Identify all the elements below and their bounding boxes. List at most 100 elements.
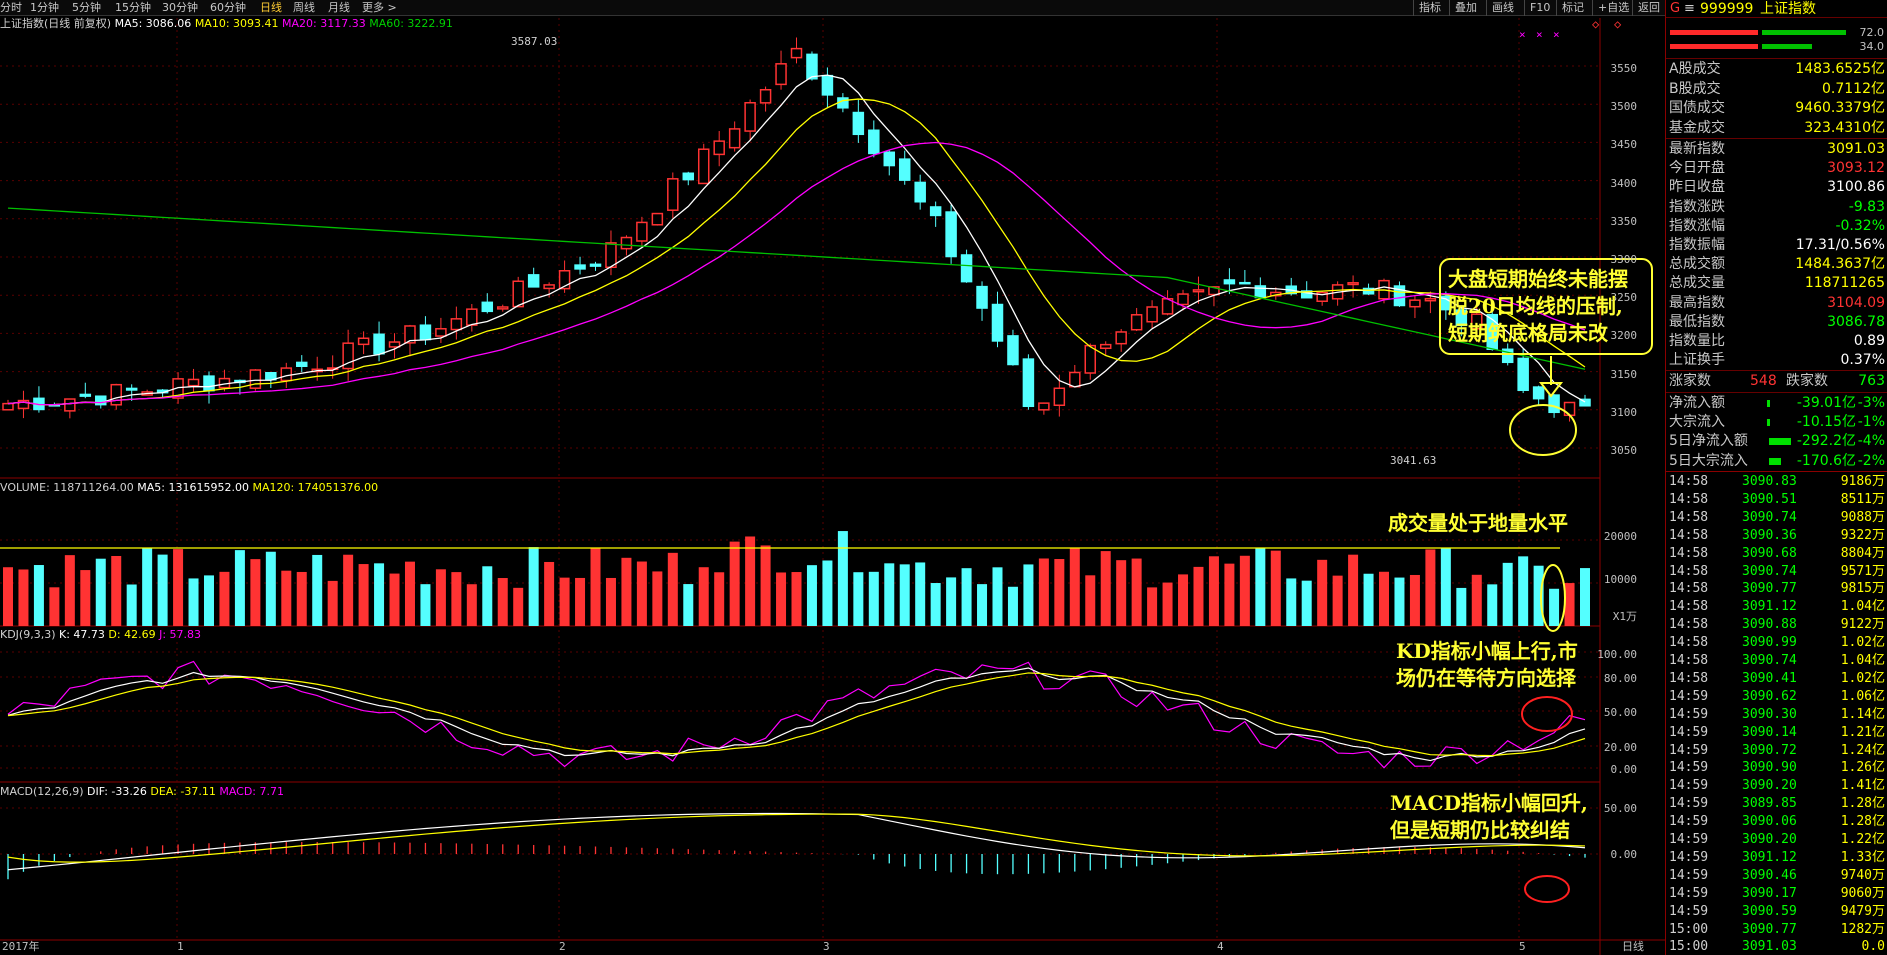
tick-row[interactable]: 14:58 3091.12 1.04亿 [1666, 598, 1887, 616]
fund-flow-bar [1769, 438, 1791, 446]
tick-price: 3090.06 [1742, 814, 1797, 830]
tick-row[interactable]: 14:58 3090.74 1.04亿 [1666, 652, 1887, 670]
kdj-d-line [7, 672, 1586, 757]
volume-bar-down [868, 571, 879, 626]
tick-row[interactable]: 14:58 3090.88 9122万 [1666, 616, 1887, 634]
timeframe-tab[interactable]: 15分钟 [115, 1, 151, 14]
overlay-button[interactable]: 叠加 [1449, 0, 1482, 16]
tick-row[interactable]: 14:59 3090.20 1.41亿 [1666, 777, 1887, 795]
tick-price: 3090.17 [1742, 885, 1797, 901]
quote-row-label: 指数量比 [1669, 333, 1725, 349]
tick-row[interactable]: 14:58 3090.74 9088万 [1666, 509, 1887, 527]
kdj-tick: 80.00 [1604, 672, 1637, 685]
quote-row-value: 118711265 [1804, 275, 1885, 292]
candle-up [249, 369, 262, 389]
tick-row[interactable]: 15:00 3090.77 1282万 [1666, 921, 1887, 939]
tick-price: 3090.59 [1742, 903, 1797, 919]
f10-button[interactable]: F10 [1524, 0, 1555, 16]
volume-bar-down [95, 558, 106, 626]
candle-up [1347, 282, 1359, 286]
timeframe-tab[interactable]: 月线 [328, 1, 350, 14]
tick-row[interactable]: 14:59 3089.85 1.28亿 [1666, 795, 1887, 813]
candle-up [450, 318, 463, 331]
timeframe-tab[interactable]: 30分钟 [162, 1, 198, 14]
quote-row: 国债成交 9460.3379亿 [1666, 99, 1887, 118]
tick-volume: 1.21亿 [1840, 724, 1885, 740]
back-button[interactable]: 返回 [1632, 0, 1665, 16]
tick-row[interactable]: 14:59 3090.62 1.06亿 [1666, 688, 1887, 706]
volume-bar-down [1456, 587, 1467, 626]
timeframe-tab[interactable]: 60分钟 [210, 1, 246, 14]
stock-chart[interactable]: × × ×◇ ◇ 3587.03 3041.63 3550 3500 3450 340… [0, 0, 1665, 955]
mark-button[interactable]: 标记 [1556, 0, 1589, 16]
volume-bar-down [1487, 584, 1498, 626]
kdj-legend: KDJ(9,3,3) K: 47.73 D: 42.69 J: 57.83 [0, 628, 201, 642]
timeframe-tab[interactable]: 周线 [293, 1, 315, 14]
tick-volume: 1.14亿 [1840, 706, 1885, 722]
tick-row[interactable]: 14:59 3090.59 9479万 [1666, 903, 1887, 921]
draw-line-button[interactable]: 画线 [1486, 0, 1519, 16]
timeframe-tab[interactable]: 1分钟 [30, 1, 59, 14]
fund-flow-value: -170.6亿 [1796, 452, 1856, 469]
tick-row[interactable]: 14:58 3090.74 9571万 [1666, 563, 1887, 581]
tick-row[interactable]: 14:59 3090.90 1.26亿 [1666, 759, 1887, 777]
quote-row: 最低指数 3086.78 [1666, 313, 1887, 332]
timeframe-more[interactable]: 更多 > [362, 1, 397, 14]
quote-row-label: 国债成交 [1669, 100, 1725, 116]
tick-row[interactable]: 14:59 3090.46 9740万 [1666, 867, 1887, 885]
kdj-tick: 50.00 [1604, 706, 1637, 719]
timeframe-tab[interactable]: 分时 [0, 1, 22, 14]
quote-row-label: B股成交 [1669, 80, 1721, 97]
volume-bar-down [884, 563, 895, 626]
fund-flow-row: 5日大宗流入 -170.6亿 -2% [1666, 452, 1887, 471]
tick-row[interactable]: 14:59 3090.14 1.21亿 [1666, 724, 1887, 742]
tick-row[interactable]: 14:58 3090.51 8511万 [1666, 491, 1887, 509]
divider [1666, 471, 1887, 472]
tick-time: 14:59 [1669, 706, 1709, 722]
indicator-button[interactable]: 指标 [1413, 0, 1446, 16]
candle-down [1022, 358, 1035, 408]
volume-bar-down [992, 567, 1003, 626]
advance-decline-row: 涨家数 548 跌家数 763 [1666, 372, 1887, 391]
candle-up [1084, 344, 1097, 374]
tick-row[interactable]: 14:59 3090.30 1.14亿 [1666, 706, 1887, 724]
buy-ratio-bar [1670, 44, 1758, 49]
volume-ma120-legend: MA120: 174051376.00 [252, 481, 379, 494]
tick-row[interactable]: 14:58 3090.99 1.02亿 [1666, 634, 1887, 652]
volume-bar-up [1054, 559, 1065, 626]
fund-flow-percent: -1% [1857, 414, 1885, 431]
tick-row[interactable]: 14:58 3090.68 8804万 [1666, 545, 1887, 563]
candle-up [1130, 314, 1143, 331]
tick-row[interactable]: 14:58 3090.83 9186万 [1666, 473, 1887, 491]
tick-row[interactable]: 14:58 3090.77 9815万 [1666, 580, 1887, 598]
quote-name: 上证指数 [1760, 1, 1816, 17]
timeframe-tab[interactable]: 5分钟 [72, 1, 101, 14]
volume-bar-down [899, 564, 910, 626]
candle-up [512, 280, 524, 308]
tick-row[interactable]: 14:59 3091.12 1.33亿 [1666, 849, 1887, 867]
tick-row[interactable]: 14:58 3090.36 9322万 [1666, 527, 1887, 545]
quote-row-value: 3086.78 [1827, 313, 1885, 330]
volume-bar-up [1147, 587, 1158, 626]
volume-bar-up [1069, 548, 1080, 626]
add-favorite-button[interactable]: +自选 [1592, 0, 1634, 16]
tick-row[interactable]: 14:59 3090.06 1.28亿 [1666, 813, 1887, 831]
tick-row[interactable]: 14:59 3090.20 1.22亿 [1666, 831, 1887, 849]
volume-bar-down [1394, 577, 1405, 626]
tick-row[interactable]: 14:59 3090.72 1.24亿 [1666, 742, 1887, 760]
tick-row[interactable]: 14:59 3090.17 9060万 [1666, 885, 1887, 903]
volume-bar-down [822, 560, 833, 626]
fund-flow-value: -292.2亿 [1796, 433, 1856, 450]
quote-row-value: -9.83 [1848, 198, 1885, 215]
price-tick: 3400 [1611, 177, 1638, 190]
moving-average-lines [7, 74, 1586, 406]
period-label: 日线 [1622, 939, 1644, 953]
menu-icon[interactable]: ≡ [1684, 1, 1695, 16]
annotation-line: 大盘短期始终未能摆 [1448, 267, 1628, 291]
timeframe-tab-active[interactable]: 日线 [260, 1, 282, 14]
tick-time: 14:59 [1669, 814, 1709, 830]
tick-row[interactable]: 14:58 3090.41 1.02亿 [1666, 670, 1887, 688]
annotation-ellipse [1540, 564, 1566, 632]
tick-row[interactable]: 15:00 3091.03 0.0 [1666, 938, 1887, 955]
